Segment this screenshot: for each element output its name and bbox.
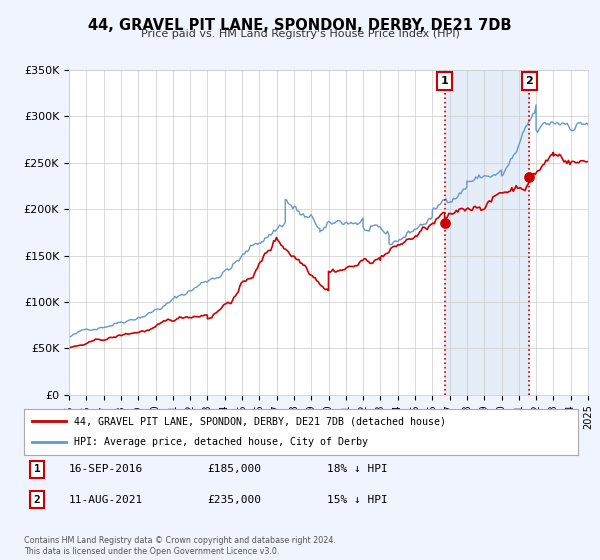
Text: 1: 1 bbox=[34, 464, 41, 474]
Bar bbox=[445, 70, 529, 395]
Text: 44, GRAVEL PIT LANE, SPONDON, DERBY, DE21 7DB: 44, GRAVEL PIT LANE, SPONDON, DERBY, DE2… bbox=[88, 18, 512, 33]
Text: 11-AUG-2021: 11-AUG-2021 bbox=[69, 494, 143, 505]
Text: This data is licensed under the Open Government Licence v3.0.: This data is licensed under the Open Gov… bbox=[24, 547, 280, 556]
Text: Price paid vs. HM Land Registry's House Price Index (HPI): Price paid vs. HM Land Registry's House … bbox=[140, 29, 460, 39]
Text: 44, GRAVEL PIT LANE, SPONDON, DERBY, DE21 7DB (detached house): 44, GRAVEL PIT LANE, SPONDON, DERBY, DE2… bbox=[74, 416, 446, 426]
Text: 1: 1 bbox=[441, 76, 448, 86]
Text: £235,000: £235,000 bbox=[207, 494, 261, 505]
Text: 16-SEP-2016: 16-SEP-2016 bbox=[69, 464, 143, 474]
Text: 15% ↓ HPI: 15% ↓ HPI bbox=[327, 494, 388, 505]
Text: 2: 2 bbox=[34, 494, 41, 505]
Text: Contains HM Land Registry data © Crown copyright and database right 2024.: Contains HM Land Registry data © Crown c… bbox=[24, 536, 336, 545]
Text: 18% ↓ HPI: 18% ↓ HPI bbox=[327, 464, 388, 474]
Text: £185,000: £185,000 bbox=[207, 464, 261, 474]
Text: HPI: Average price, detached house, City of Derby: HPI: Average price, detached house, City… bbox=[74, 437, 368, 447]
Point bbox=[524, 172, 534, 181]
Point bbox=[440, 218, 449, 227]
Text: 2: 2 bbox=[526, 76, 533, 86]
